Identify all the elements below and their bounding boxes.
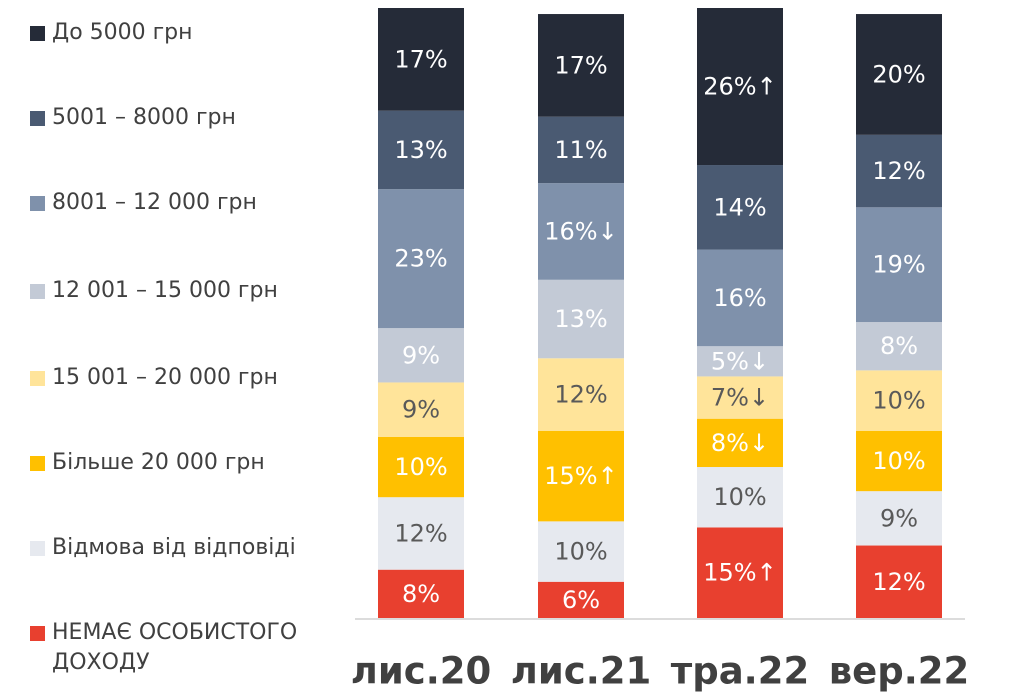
data-label: 26%↑	[703, 73, 776, 101]
data-label: 15%↑	[544, 462, 617, 490]
bar-segment	[378, 497, 464, 570]
data-label: 5%↓	[711, 347, 769, 375]
bar-segment	[856, 370, 942, 431]
legend-label: 8001 – 12 000 грн	[52, 190, 257, 215]
data-label: 10%	[872, 447, 925, 475]
data-label: 20%	[872, 60, 925, 88]
bar-segment	[856, 491, 942, 546]
data-label: 13%	[554, 305, 607, 333]
bar-segment	[856, 545, 942, 618]
x-tick-label: лис.21	[511, 650, 652, 693]
legend-item: Відмова від відповіді	[30, 533, 350, 563]
bar-segment	[697, 249, 783, 347]
bar-segment	[697, 467, 783, 528]
legend-label: 12 001 – 15 000 грн	[52, 278, 278, 303]
data-label: 17%	[394, 45, 447, 73]
data-label: 16%↓	[544, 217, 617, 245]
legend-swatch	[30, 626, 45, 641]
data-label: 12%	[872, 157, 925, 185]
data-label: 10%	[554, 538, 607, 566]
legend-item: До 5000 грн	[30, 18, 350, 48]
data-label: 12%	[872, 568, 925, 596]
legend-item: 12 001 – 15 000 грн	[30, 276, 350, 306]
x-tick-label: тра.22	[671, 650, 809, 693]
data-label: 12%	[394, 519, 447, 547]
bar-segment	[697, 346, 783, 377]
bar-segment	[856, 430, 942, 492]
bar-segment	[697, 8, 783, 166]
x-tick-label: вер.22	[829, 650, 970, 693]
legend-item: НЕМАЄ ОСОБИСТОГО ДОХОДУ	[30, 618, 350, 678]
bar-segment	[856, 134, 942, 208]
legend-swatch	[30, 371, 45, 386]
bar-segment	[378, 8, 464, 111]
legend-swatch	[30, 26, 45, 41]
data-label: 16%	[713, 284, 766, 312]
data-label: 10%	[713, 483, 766, 511]
data-label: 19%	[872, 251, 925, 279]
legend-swatch	[30, 284, 45, 299]
bar-segment	[378, 382, 464, 437]
bar-segment	[538, 521, 624, 582]
bar-segment	[378, 569, 464, 618]
bar-segment	[538, 116, 624, 184]
legend-label: Відмова від відповіді	[52, 535, 296, 560]
bar-segment	[378, 328, 464, 383]
bar-segment	[697, 376, 783, 419]
bar-segment	[697, 527, 783, 618]
bar-segment	[697, 165, 783, 250]
legend-item: 15 001 – 20 000 грн	[30, 363, 350, 393]
bar-segment	[697, 418, 783, 468]
data-label: 9%	[402, 396, 440, 424]
data-label: 17%	[554, 51, 607, 79]
legend-swatch	[30, 111, 45, 126]
x-tick-label: лис.20	[351, 650, 492, 693]
legend-swatch	[30, 541, 45, 556]
data-label: 8%	[402, 580, 440, 608]
data-label: 11%	[554, 136, 607, 164]
legend-swatch	[30, 456, 45, 471]
data-label: 13%	[394, 136, 447, 164]
data-label: 8%	[880, 332, 918, 360]
legend-item: 5001 – 8000 грн	[30, 103, 350, 133]
data-label: 6%	[562, 586, 600, 614]
bar-segment	[378, 436, 464, 498]
bar-segment	[538, 279, 624, 359]
data-label: 8%↓	[711, 429, 769, 457]
bar-segment	[378, 110, 464, 190]
bar-segment	[538, 14, 624, 117]
legend-label: 15 001 – 20 000 грн	[52, 365, 278, 390]
bar-segment	[538, 581, 624, 618]
legend-label: До 5000 грн	[52, 20, 193, 45]
data-label: 10%	[394, 453, 447, 481]
bar-segment	[538, 430, 624, 522]
bar-segment	[856, 207, 942, 323]
legend-label: 5001 – 8000 грн	[52, 105, 236, 130]
legend-swatch	[30, 196, 45, 211]
data-label: 9%	[402, 341, 440, 369]
bar-segment	[856, 14, 942, 135]
legend-label: Більше 20 000 грн	[52, 450, 265, 475]
data-label: 7%↓	[711, 384, 769, 412]
bar-segment	[538, 183, 624, 280]
data-label: 10%	[872, 387, 925, 415]
data-label: 23%	[394, 245, 447, 273]
data-label: 14%	[713, 193, 766, 221]
bar-segment	[538, 358, 624, 431]
data-label: 9%	[880, 504, 918, 532]
bar-segment	[378, 189, 464, 329]
data-label: 12%	[554, 381, 607, 409]
legend-item: 8001 – 12 000 грн	[30, 188, 350, 218]
data-label: 15%↑	[703, 559, 776, 587]
legend-item: Більше 20 000 грн	[30, 448, 350, 478]
bar-segment	[856, 322, 942, 371]
legend-label: НЕМАЄ ОСОБИСТОГО ДОХОДУ	[52, 620, 298, 675]
